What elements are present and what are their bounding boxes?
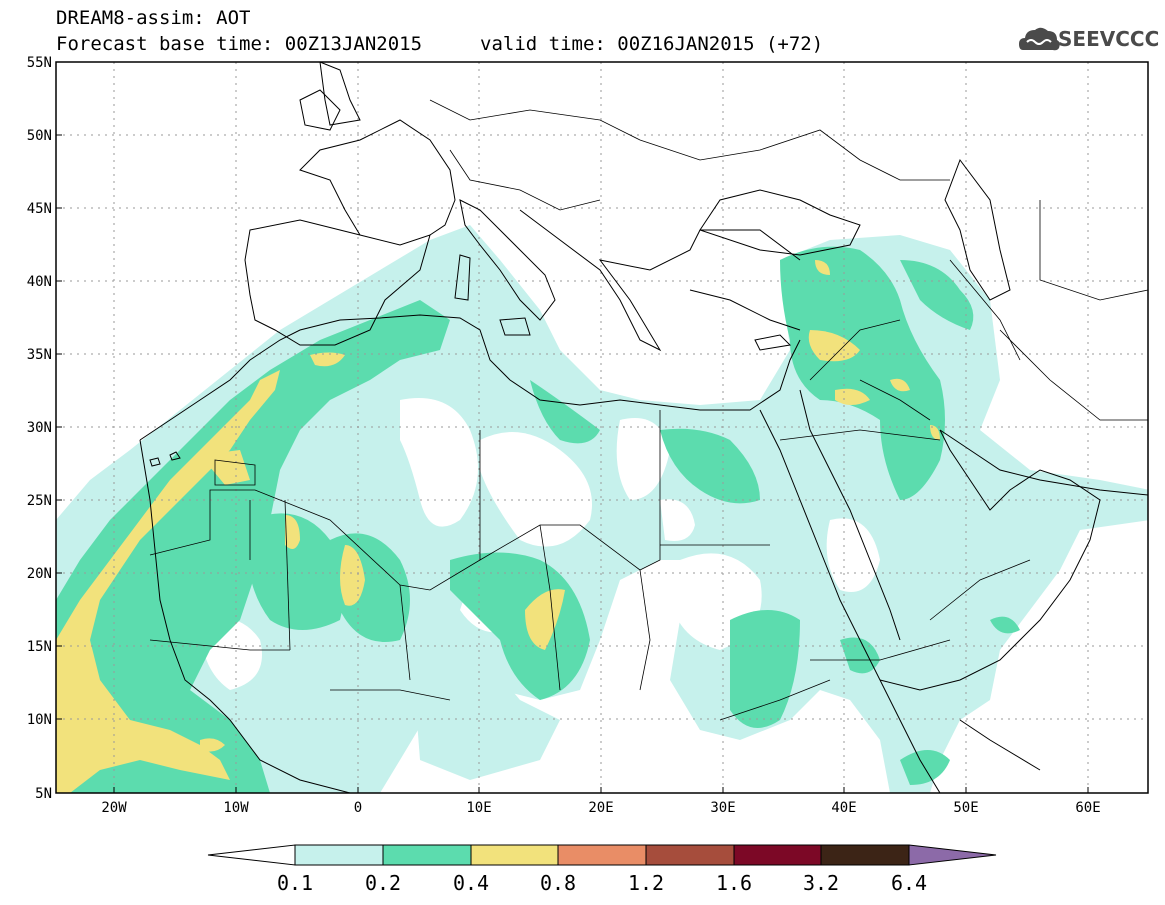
graticule — [56, 62, 1148, 793]
axis-ticks — [56, 134, 1089, 793]
lat-label: 20N — [27, 566, 52, 582]
lon-label: 40E — [831, 800, 856, 816]
coastlines — [139, 62, 1148, 793]
colorbar-segment — [820, 844, 910, 866]
lat-label: 55N — [27, 55, 52, 71]
lat-label: 15N — [27, 639, 52, 655]
lat-label: 10N — [27, 712, 52, 728]
title-line-1: DREAM8-assim: AOT — [56, 7, 251, 29]
lon-label: 10E — [466, 800, 491, 816]
colorbar-segment — [733, 844, 822, 866]
lat-label: 35N — [27, 347, 52, 363]
colorbar-label: 1.6 — [715, 871, 753, 895]
colorbar-segment-below — [207, 844, 296, 866]
cloud-logo-icon — [1019, 27, 1060, 51]
lon-label: 20E — [588, 800, 613, 816]
lat-label: 50N — [27, 128, 52, 144]
colorbar-label: 6.4 — [890, 871, 928, 895]
lat-label: 45N — [27, 201, 52, 217]
colorbar-label: 3.2 — [802, 871, 840, 895]
colorbar-label: 0.2 — [364, 871, 402, 895]
colorbar-label: 1.2 — [627, 871, 665, 895]
logo-text: SEEVCCC — [1058, 27, 1160, 51]
lon-label: 30E — [710, 800, 735, 816]
lon-label: 50E — [953, 800, 978, 816]
lat-label: 25N — [27, 493, 52, 509]
colorbar-segment — [470, 844, 559, 866]
lat-label: 30N — [27, 420, 52, 436]
colorbar — [207, 844, 997, 866]
colorbar-segment — [294, 844, 384, 866]
lon-label: 10W — [223, 800, 249, 816]
colorbar-segment — [382, 844, 472, 866]
valid-time: valid time: 00Z16JAN2015 (+72) — [480, 33, 824, 55]
longitude-labels: 20W 10W 0 10E 20E 30E 40E 50E 60E — [101, 800, 1100, 816]
colorbar-label: 0.8 — [539, 871, 577, 895]
aot-band-0-4 — [56, 260, 940, 793]
aot-field — [56, 62, 1148, 793]
colorbar-segment — [645, 844, 735, 866]
colorbar-segment-above — [908, 844, 997, 866]
borders — [149, 99, 1148, 721]
lat-label: 5N — [35, 786, 52, 802]
colorbar-label: 0.4 — [452, 871, 490, 895]
lon-label: 20W — [101, 800, 127, 816]
latitude-labels: 55N 50N 45N 40N 35N 30N 25N 20N 15N 10N … — [27, 55, 52, 802]
lon-label: 60E — [1075, 800, 1100, 816]
forecast-base-time: Forecast base time: 00Z13JAN2015 — [56, 33, 423, 55]
lon-label: 0 — [354, 800, 362, 816]
colorbar-segment — [557, 844, 647, 866]
lat-label: 40N — [27, 274, 52, 290]
colorbar-label: 0.1 — [276, 871, 314, 895]
